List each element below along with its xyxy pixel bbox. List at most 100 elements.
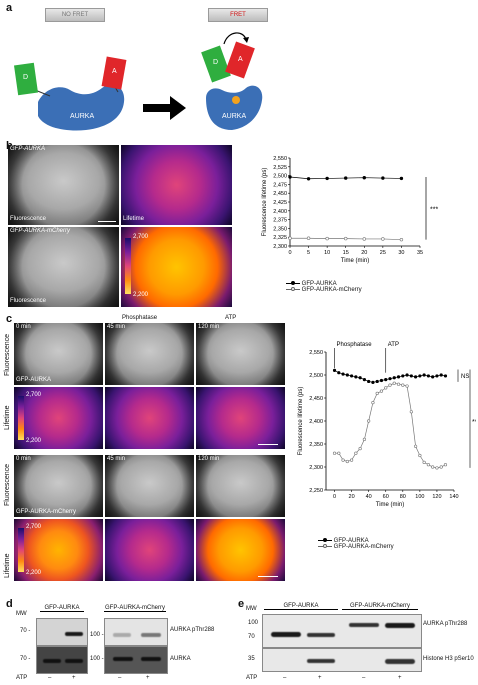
aurka-label-left: AURKA <box>70 113 95 120</box>
c-life-aurka-120 <box>196 387 285 449</box>
data-point <box>288 236 292 240</box>
c-life-aurka-45 <box>105 387 194 449</box>
data-point <box>399 237 404 242</box>
data-point <box>325 176 329 181</box>
d-mw-label: MW <box>16 611 27 617</box>
y-axis-label: Fluorescence lifetime (ps) <box>262 168 268 237</box>
data-point <box>354 451 358 455</box>
acceptor-label-left: A <box>112 68 117 75</box>
data-point <box>418 374 422 378</box>
data-point <box>439 465 443 469</box>
e-atp-label: ATP <box>246 675 258 681</box>
c-time-120-b: 120 min <box>198 456 220 462</box>
data-point <box>337 451 341 455</box>
c-cb1-top: 2,700 <box>26 392 42 398</box>
y-tick-label: 2,500 <box>273 174 287 180</box>
x-tick-label: 25 <box>380 250 386 256</box>
b-fluorescence-label-2: Fluorescence <box>10 298 47 304</box>
b-legend-item-2: GFP-AURKA-mCherry <box>286 286 362 293</box>
x-tick-label: 30 <box>398 250 404 256</box>
y-tick-label: 2,425 <box>273 200 287 206</box>
e-mw-label: MW <box>246 606 257 612</box>
c-time-120-a: 120 min <box>198 324 220 330</box>
d-row2-label: AURKA <box>170 656 191 662</box>
e-blot-1 <box>262 614 422 648</box>
y-tick-label: 2,350 <box>309 442 323 448</box>
data-point <box>367 379 371 384</box>
data-point <box>431 465 435 469</box>
data-point <box>399 176 404 181</box>
e-row2-label: Histone H3 pSer10 <box>423 656 474 662</box>
c-lifetime-label-2: Lifetime <box>4 553 11 578</box>
c-atp-header: ATP <box>225 315 237 321</box>
d-atp-label: ATP <box>16 675 28 681</box>
x-tick-label: 60 <box>383 494 389 500</box>
acceptor-block-right <box>225 41 255 79</box>
d-atp-4: + <box>146 675 150 681</box>
donor-label-left: D <box>23 74 29 81</box>
data-point <box>431 375 435 379</box>
c-time-0-a: 0 min <box>16 324 31 330</box>
data-point <box>443 374 448 378</box>
sig-stars: *** <box>430 206 438 213</box>
b-fluorescence-label-1: Fluorescence <box>10 216 47 222</box>
c-life-mcherry-0 <box>14 519 103 581</box>
c-time-45-b: 45 min <box>107 456 126 462</box>
data-point <box>362 176 366 180</box>
ns-label: NS <box>461 374 469 380</box>
y-tick-label: 2,400 <box>273 209 287 215</box>
d-atp-2: + <box>72 675 76 681</box>
e-mw100: 100 <box>248 620 259 626</box>
data-point <box>396 382 401 386</box>
e-group1-label: GFP-AURKA <box>264 603 338 610</box>
data-point <box>392 381 396 385</box>
c-fluorescence-label-1: Fluorescence <box>4 333 11 376</box>
lifetime-chart-b: 2,300 2,325 2,350 2,375 2,400 2,425 2,450 2,475… <box>262 156 438 264</box>
y-tick-label: 2,300 <box>273 244 287 250</box>
donor-label-right: D <box>213 59 219 66</box>
c-gfp-aurka-label: GFP-AURKA <box>16 377 52 383</box>
x-tick-label: 0 <box>288 250 291 256</box>
d-mw70-2: 70 - <box>20 656 31 662</box>
c-cb1-bottom: 2,200 <box>26 438 42 444</box>
data-point <box>414 375 418 379</box>
e-atp-4: + <box>398 675 402 681</box>
data-point <box>422 373 426 377</box>
c-fluor-aurka-45 <box>105 323 194 385</box>
x-axis-label: Time (min) <box>341 258 369 264</box>
c-fluorescence-label-2: Fluorescence <box>4 463 11 506</box>
y-tick-label: 2,450 <box>273 191 287 197</box>
fret-schematic <box>14 32 263 131</box>
data-point <box>379 389 384 393</box>
x-tick-label: 140 <box>449 494 458 500</box>
c-cb2-bottom: 2,200 <box>26 570 42 576</box>
data-point <box>362 237 366 241</box>
b-lifetime-aurka-image <box>121 145 232 225</box>
e-atp-3: – <box>362 675 366 681</box>
c-life-aurka-0 <box>14 387 103 449</box>
d-atp-3: – <box>118 675 122 681</box>
y-tick-label: 2,325 <box>273 235 287 241</box>
d-atp-1: – <box>48 675 52 681</box>
y-tick-label: 2,400 <box>309 419 323 425</box>
data-point <box>426 463 430 467</box>
phospho-star-icon <box>232 96 240 104</box>
x-tick-label: 0 <box>333 494 336 500</box>
no-fret-header: NO FRET <box>45 8 105 22</box>
aurka-shape-left <box>38 84 125 131</box>
d-group1-label: GFP-AURKA <box>40 605 84 612</box>
data-point <box>435 466 439 470</box>
e-blot-2 <box>262 648 422 672</box>
x-tick-label: 5 <box>307 250 310 256</box>
b-lifetime-mcherry-image <box>121 227 232 307</box>
x-tick-label: 20 <box>361 250 367 256</box>
data-point <box>306 177 311 181</box>
data-point <box>367 419 371 423</box>
c-time-0-b: 0 min <box>16 456 31 462</box>
transition-arrow <box>143 96 186 120</box>
data-point <box>358 446 362 451</box>
e-row1-label: AURKA pThr288 <box>423 621 468 627</box>
b-colorbar-bottom: 2,200 <box>133 292 149 298</box>
fret-header: FRET <box>208 8 268 22</box>
data-point <box>418 453 422 458</box>
